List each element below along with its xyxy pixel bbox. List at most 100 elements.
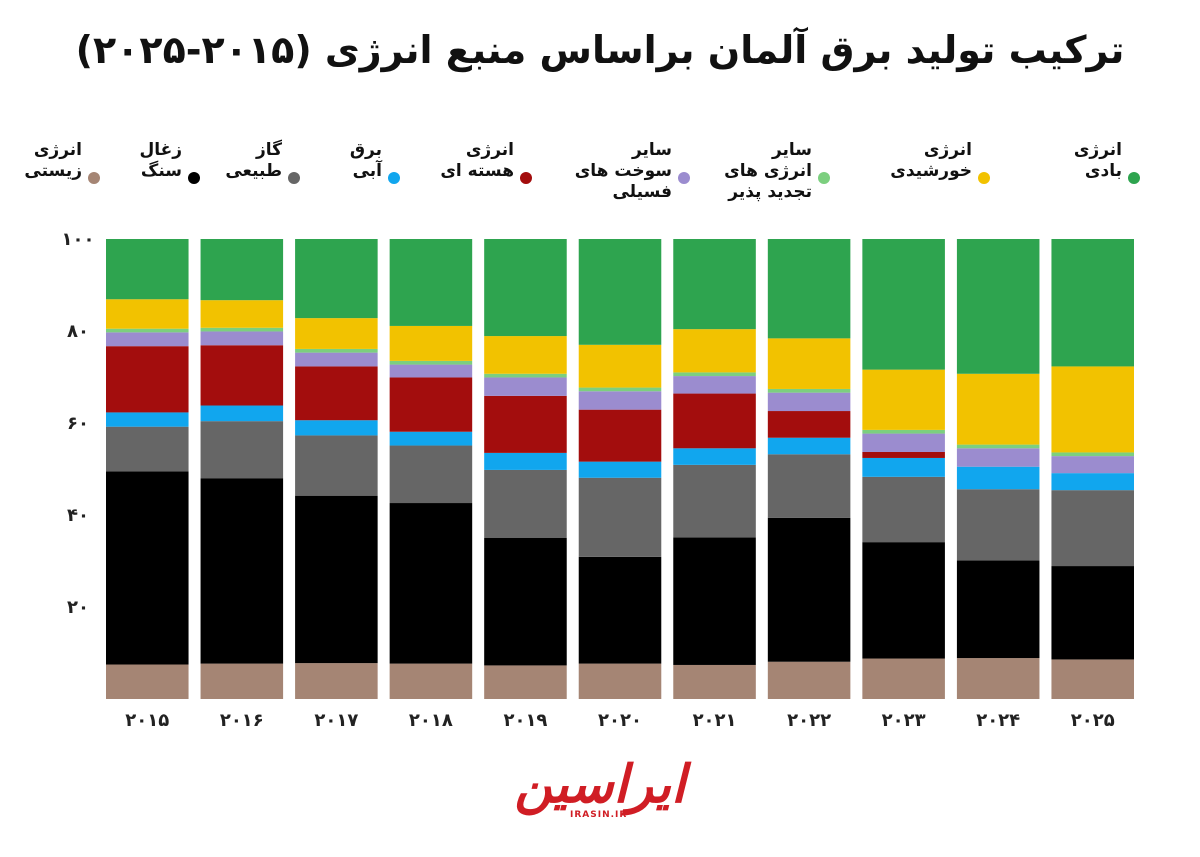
legend-swatch bbox=[818, 172, 830, 184]
legend-swatch bbox=[288, 172, 300, 184]
bar-segment bbox=[956, 448, 1040, 467]
bar-segment bbox=[389, 364, 473, 378]
chart-legend: انرژی بادی انرژی خورشیدی سایر انرژی های تج… bbox=[24, 140, 1160, 220]
x-tick-label: ۲۰۱۷ bbox=[314, 710, 358, 731]
x-tick-label: ۲۰۱۶ bbox=[220, 710, 264, 731]
bar-segment bbox=[767, 661, 851, 699]
x-tick-label: ۲۰۱۵ bbox=[125, 710, 169, 731]
bar-segment bbox=[200, 478, 284, 664]
bar-segment bbox=[295, 239, 378, 319]
bar-segment bbox=[106, 346, 189, 413]
legend-item: زغال سنگ bbox=[139, 140, 200, 184]
bar-segment bbox=[389, 239, 473, 326]
bar-segment bbox=[578, 461, 662, 478]
bar-segment bbox=[767, 411, 851, 438]
bar-segment bbox=[767, 437, 851, 455]
y-tick-label: ۱۰۰ bbox=[62, 229, 95, 250]
bar-segment bbox=[1051, 452, 1134, 457]
x-tick-label: ۲۰۲۳ bbox=[882, 710, 926, 731]
bar-segment bbox=[200, 421, 284, 479]
legend-label: گاز طبیعی bbox=[225, 140, 282, 181]
bar-segment bbox=[200, 663, 284, 699]
bar-segment bbox=[578, 556, 662, 664]
legend-label: انرژی بادی bbox=[1073, 140, 1122, 181]
bar-segment bbox=[484, 469, 567, 538]
bar-segment bbox=[484, 452, 567, 470]
bar-segment bbox=[673, 464, 756, 538]
bar-segment bbox=[389, 377, 473, 432]
x-tick-label: ۲۰۱۹ bbox=[503, 710, 547, 731]
bar-segment bbox=[862, 542, 945, 659]
bar-segment bbox=[767, 338, 851, 389]
bar-segment bbox=[106, 471, 189, 665]
bar-segment bbox=[578, 477, 662, 557]
bar-segment bbox=[1051, 456, 1134, 474]
bar-segment bbox=[578, 663, 662, 699]
legend-label: انرژی هسته ای bbox=[440, 140, 514, 181]
bar-segment bbox=[673, 329, 756, 373]
legend-swatch bbox=[978, 172, 990, 184]
bar-segment bbox=[389, 431, 473, 446]
bar-segment bbox=[578, 409, 662, 462]
bar-segment bbox=[862, 457, 945, 477]
x-tick-label: ۲۰۲۰ bbox=[598, 710, 642, 731]
bar-segment bbox=[295, 663, 378, 699]
x-tick-label: ۲۰۲۴ bbox=[976, 710, 1020, 731]
bar-segment bbox=[578, 391, 662, 410]
bar-segment bbox=[673, 239, 756, 330]
y-tick-label: ۲۰ bbox=[67, 597, 89, 618]
legend-swatch bbox=[678, 172, 690, 184]
bar-segment bbox=[862, 433, 945, 452]
bar-segment bbox=[389, 663, 473, 699]
bar-segment bbox=[106, 239, 189, 300]
bar-segment bbox=[106, 332, 189, 347]
legend-label: زغال سنگ bbox=[139, 140, 182, 181]
bar-segment bbox=[295, 366, 378, 421]
bar-segment bbox=[1051, 490, 1134, 567]
bar-segment bbox=[484, 239, 567, 337]
brand-logo: ایراسین IRASIN.IR bbox=[500, 755, 700, 825]
bar-segment bbox=[956, 466, 1040, 490]
x-tick-label: ۲۰۲۲ bbox=[787, 710, 831, 731]
bar-segment bbox=[484, 377, 567, 396]
bar-segment bbox=[484, 538, 567, 666]
bar-segment bbox=[1051, 659, 1134, 699]
legend-swatch bbox=[520, 172, 532, 184]
bar-segment bbox=[578, 239, 662, 345]
bar-segment bbox=[673, 393, 756, 449]
bar-segment bbox=[295, 495, 378, 664]
legend-item: برق آبی bbox=[350, 140, 400, 184]
bar-segment bbox=[956, 489, 1040, 561]
bar-segment bbox=[295, 420, 378, 436]
y-tick-label: ۸۰ bbox=[67, 321, 89, 342]
bar-segment bbox=[295, 348, 378, 353]
bar-segment bbox=[578, 387, 662, 392]
legend-label: سایر سوخت های فسیلی bbox=[574, 140, 672, 202]
y-tick-label: ۶۰ bbox=[67, 413, 89, 434]
bar-segment bbox=[1051, 473, 1134, 491]
bar-segment bbox=[200, 300, 284, 328]
bar-segment bbox=[767, 392, 851, 412]
bar-segment bbox=[767, 388, 851, 393]
bar-segment bbox=[956, 239, 1040, 374]
x-tick-label: ۲۰۲۵ bbox=[1071, 710, 1115, 731]
bar-segment bbox=[295, 435, 378, 496]
bar-segment bbox=[862, 239, 945, 370]
bar-segment bbox=[200, 327, 284, 332]
bar-segment bbox=[862, 369, 945, 430]
bar-segment bbox=[673, 537, 756, 665]
legend-swatch bbox=[88, 172, 100, 184]
bar-segment bbox=[389, 325, 473, 361]
bar-segment bbox=[200, 239, 284, 301]
bar-segment bbox=[484, 336, 567, 374]
legend-item: گاز طبیعی bbox=[225, 140, 300, 184]
bar-segment bbox=[862, 658, 945, 699]
brand-url: IRASIN.IR bbox=[570, 810, 628, 820]
bar-segment bbox=[767, 517, 851, 662]
bar-segment bbox=[862, 476, 945, 543]
legend-label: انرژی خورشیدی bbox=[890, 140, 972, 181]
bar-segment bbox=[106, 664, 189, 699]
bar-segment bbox=[673, 376, 756, 394]
x-tick-label: ۲۰۱۸ bbox=[409, 710, 453, 731]
